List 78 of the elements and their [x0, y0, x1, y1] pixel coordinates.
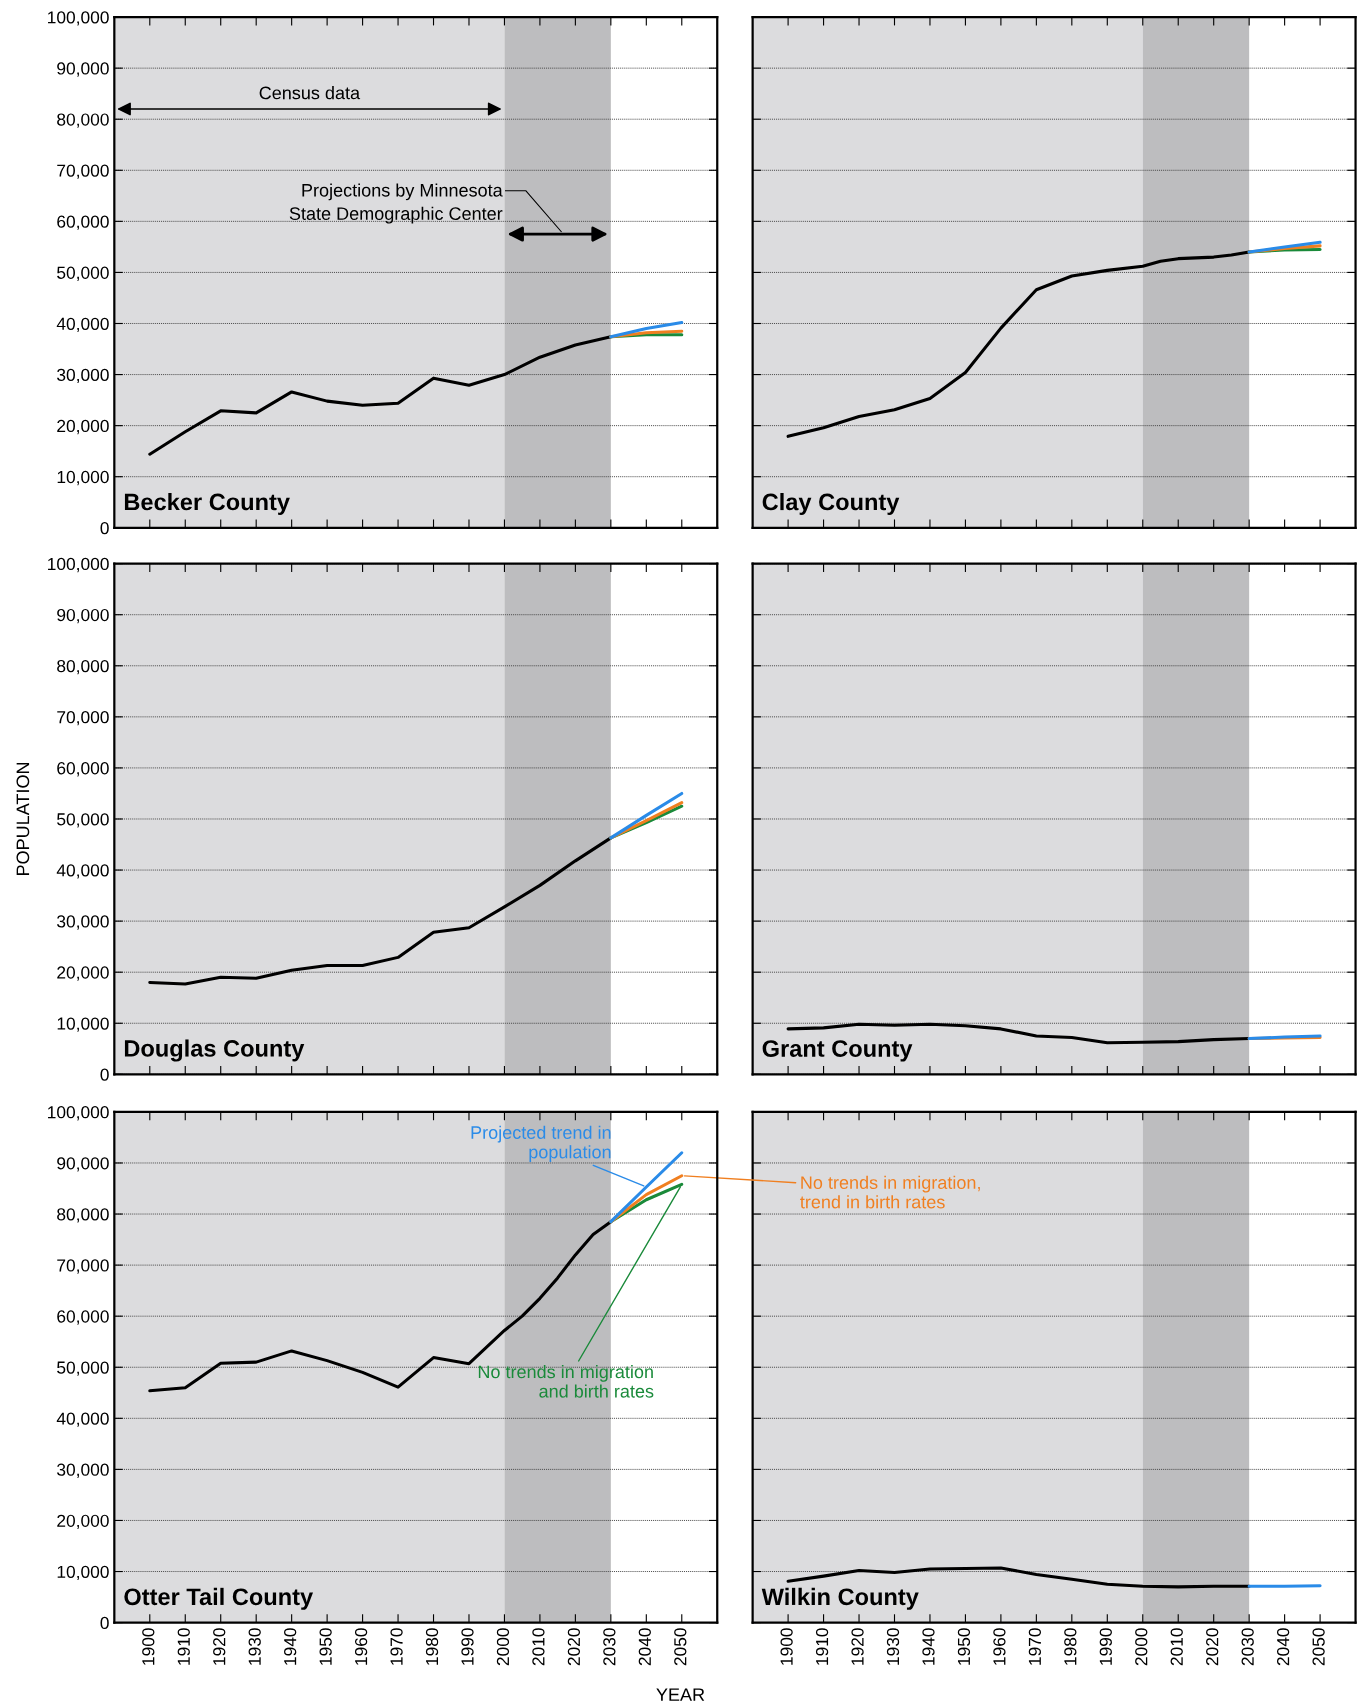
x-tick-label: 1900: [142, 1628, 155, 1665]
x-tick-label: 2010: [532, 1628, 545, 1666]
y-tick-label: 90,000: [57, 1157, 109, 1172]
x-tick-label: 1940: [284, 1628, 297, 1665]
x-tick-label: 2000: [1135, 1628, 1148, 1666]
y-tick-label: 30,000: [57, 1463, 109, 1478]
x-axis-title: YEAR: [656, 1688, 705, 1701]
y-tick-label: 100,000: [48, 11, 109, 26]
x-tick-label: 1920: [851, 1628, 864, 1665]
y-tick-label: 80,000: [57, 113, 109, 128]
y-tick-label: 80,000: [57, 1208, 109, 1223]
y-tick-label: 50,000: [57, 266, 109, 281]
x-tick-label: 1970: [390, 1628, 403, 1665]
y-tick-label: 10,000: [57, 1017, 109, 1032]
y-tick-label: 30,000: [57, 368, 109, 384]
x-tick-label: 2000: [496, 1628, 510, 1666]
x-tick-label: 2030: [603, 1628, 616, 1666]
text: Douglas County: [124, 1039, 305, 1062]
text: Projected trend in population: [471, 1125, 611, 1162]
x-tick-label: 1970: [1028, 1628, 1042, 1665]
annotation: Projections by Minnesota State Demographic Center: [289, 183, 503, 224]
y-tick-label: 60,000: [57, 762, 109, 777]
y-tick-label: 40,000: [56, 864, 109, 879]
x-tick-label: 1950: [319, 1628, 332, 1665]
x-tick-label: 2040: [1276, 1628, 1290, 1666]
y-tick-label: 70,000: [57, 711, 109, 726]
x-tick-label: 1960: [993, 1628, 1006, 1665]
y-tick-label: 60,000: [57, 215, 109, 230]
x-tick-label: 1930: [886, 1628, 900, 1665]
x-tick-label: 2020: [1206, 1628, 1219, 1666]
y-tick-label: 90,000: [57, 62, 109, 77]
x-tick-label: 1940: [922, 1628, 935, 1665]
x-tick-label: 1910: [815, 1628, 829, 1665]
y-tick-label: 0: [100, 1616, 109, 1630]
y-tick-label: 70,000: [57, 164, 109, 179]
x-tick-label: 1990: [461, 1628, 474, 1665]
y-tick-label: 20,000: [57, 419, 109, 435]
y-tick-label: 90,000: [57, 608, 109, 624]
y-tick-label: 40,000: [56, 1412, 109, 1427]
text: Clay County: [762, 492, 900, 515]
y-tick-label: 50,000: [57, 1361, 109, 1376]
x-tick-label: 1980: [1064, 1628, 1077, 1665]
x-tick-label: 1900: [780, 1628, 793, 1665]
text: Wilkin County: [761, 1587, 919, 1610]
text: Grant County: [762, 1040, 913, 1062]
y-tick-label: 100,000: [48, 557, 109, 573]
x-tick-label: 1990: [1099, 1628, 1112, 1665]
y-tick-label: 70,000: [57, 1259, 109, 1274]
y-tick-label: 80,000: [57, 659, 109, 675]
x-tick-label: 1950: [957, 1628, 971, 1665]
x-tick-label: 1920: [213, 1628, 226, 1665]
x-tick-label: 1930: [248, 1628, 261, 1665]
y-tick-label: 10,000: [57, 1565, 109, 1581]
y-tick-label: 20,000: [57, 1514, 109, 1529]
text: No trends in migration, trend in birth rates: [800, 1175, 980, 1209]
x-tick-label: 1910: [177, 1628, 190, 1665]
y-tick-label: 0: [100, 1068, 109, 1081]
y-axis-title: POPULATION: [16, 762, 30, 876]
x-tick-label: 2050: [674, 1628, 687, 1666]
y-tick-label: 30,000: [57, 915, 109, 930]
y-tick-label: 0: [100, 521, 109, 535]
y-tick-label: 50,000: [57, 813, 109, 828]
y-tick-label: 40,000: [56, 317, 109, 333]
y-tick-label: 60,000: [57, 1310, 109, 1325]
text: Becker County: [124, 492, 290, 515]
y-tick-label: 10,000: [57, 470, 109, 486]
x-tick-label: 2020: [567, 1628, 581, 1666]
x-tick-label: 2010: [1170, 1628, 1183, 1666]
x-tick-label: 1960: [354, 1628, 368, 1665]
x-tick-label: 2040: [638, 1628, 651, 1666]
text: Otter Tail County: [124, 1587, 314, 1610]
annotation: Census data: [259, 86, 361, 100]
x-tick-label: 1980: [425, 1628, 439, 1665]
x-tick-label: 2050: [1312, 1628, 1325, 1666]
y-tick-label: 100,000: [48, 1106, 109, 1121]
text: No trends in migration and birth rates: [478, 1364, 654, 1398]
y-tick-label: 20,000: [57, 966, 109, 981]
x-tick-label: 2030: [1241, 1628, 1254, 1666]
